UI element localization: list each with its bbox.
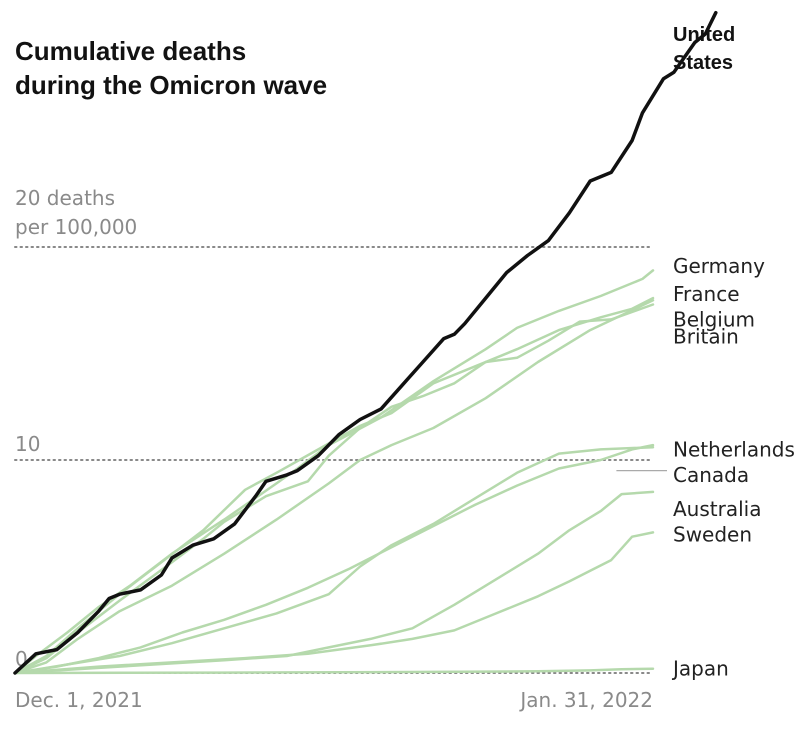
series-label-britain: Britain [673,325,739,349]
series-label-united-states-1: United [673,24,735,46]
y-unit-label: per 100,000 [15,215,137,239]
series-line-japan [13,667,655,675]
series-line-canada [13,443,655,675]
series-label-australia: Australia [673,497,761,521]
y-tick-label-20: 20 deaths [15,186,115,210]
y-axis-labels: 20 deaths per 100,000 10 0 [15,186,137,671]
chart-title: Cumulative deaths during the Omicron wav… [15,36,327,100]
series-label-france: France [673,282,740,306]
title-line-2: during the Omicron wave [15,70,327,100]
series-label-belgium: Belgium [673,307,755,331]
series-label-canada: Canada [673,463,749,487]
series-label-sweden: Sweden [673,523,752,547]
series-label-germany: Germany [673,254,765,278]
series-line-sweden [13,531,655,675]
series-label-united-states-2: States [673,52,733,74]
series-line-australia [13,490,655,675]
series-lines [13,10,718,675]
series-label-japan: Japan [671,657,729,681]
x-axis-labels: Dec. 1, 2021 Jan. 31, 2022 [15,688,653,712]
series-line-netherlands [13,445,655,675]
title-line-1: Cumulative deaths [15,36,246,66]
series-line-belgium [13,303,655,675]
series-label-netherlands: Netherlands [673,437,795,461]
series-line-france [13,299,655,675]
series-line-united-states [13,10,718,675]
x-label-end: Jan. 31, 2022 [518,688,653,712]
series-line-britain [13,296,655,675]
y-tick-label-10: 10 [15,432,40,456]
x-label-start: Dec. 1, 2021 [15,688,143,712]
series-line-germany [13,269,655,675]
